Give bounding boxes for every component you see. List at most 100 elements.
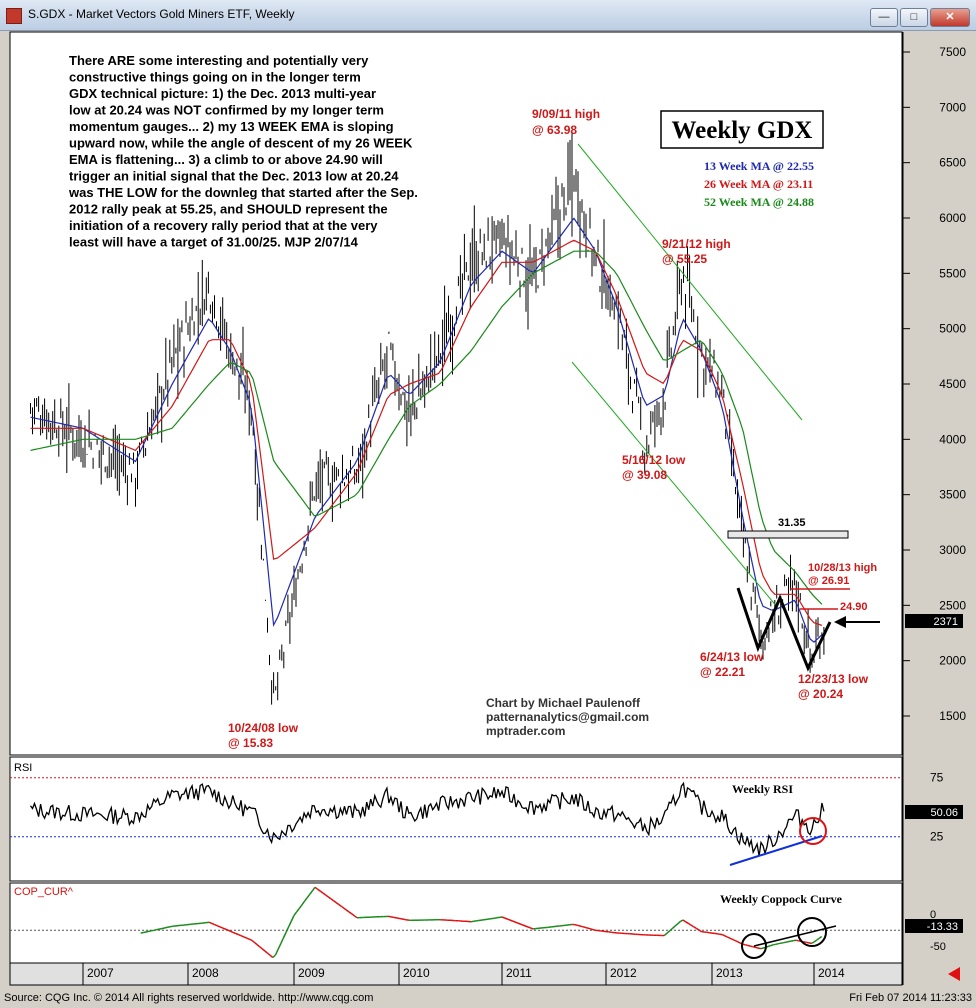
price-tick-label: 7000: [939, 100, 966, 114]
coppock-segment: [238, 933, 242, 937]
price-tick-label: 5500: [939, 266, 966, 280]
maximize-button[interactable]: □: [900, 8, 928, 27]
window-title: S.GDX - Market Vectors Gold Miners ETF, …: [28, 7, 295, 21]
price-tick-label: 1500: [939, 709, 966, 723]
coppock-segment: [288, 920, 293, 928]
coppock-segment: [388, 915, 392, 918]
coppock-segment: [585, 926, 588, 929]
current-price-marker: [905, 614, 963, 628]
coppock-segment: [330, 898, 334, 902]
coppock-segment: [303, 897, 308, 902]
commentary-line: EMA is flattening... 3) a climb to or ab…: [69, 152, 383, 167]
coppock-segment: [335, 901, 340, 906]
scroll-left-arrow[interactable]: [948, 967, 960, 981]
coppock-segment: [582, 925, 586, 929]
weekly-gdx-title: Weekly GDX: [672, 117, 813, 144]
coppock-segment: [750, 945, 753, 948]
coppock-segment: [501, 916, 505, 919]
commentary-line: momentum gauges... 2) my 13 WEEK EMA is …: [69, 119, 394, 134]
coppock-segment: [311, 886, 316, 892]
coppock-segment: [803, 941, 807, 944]
coppock-segment: [148, 930, 152, 933]
coppock-segment: [256, 943, 261, 948]
coppock-segment: [669, 928, 673, 932]
annotation-2-line1: 5/16/12 low: [622, 453, 686, 467]
coppock-segment: [393, 916, 397, 919]
commentary-line: upward now, while the angle of descent o…: [69, 136, 413, 151]
coppock-segment: [808, 942, 812, 945]
coppock-segment: [261, 948, 266, 952]
coppock-segment: [290, 915, 295, 922]
year-label: 2011: [506, 966, 532, 980]
footer-source: Source: CQG Inc. © 2014 All rights reser…: [4, 992, 374, 1004]
coppock-segment: [512, 920, 516, 923]
coppock-segment: [156, 928, 160, 931]
coppock-value: -13.33: [927, 921, 958, 933]
coppock-segment: [214, 923, 218, 927]
coppock-segment: [293, 911, 298, 916]
coppock-segment: [734, 939, 738, 943]
year-label: 2008: [192, 966, 219, 980]
channel-lower-line: [571, 361, 779, 609]
coppock-segment: [811, 941, 815, 945]
price-tick-label: 7500: [939, 45, 966, 59]
coppock-segment: [721, 933, 726, 937]
rsi-value: 50.06: [930, 807, 958, 819]
coppock-segment: [522, 924, 526, 927]
price-tick-label: 4000: [939, 432, 966, 446]
commentary-line: low at 20.24 was NOT confirmed by my lon…: [69, 103, 384, 118]
coppock-segment: [353, 915, 358, 919]
coppock-segment: [806, 941, 810, 944]
coppock-segment: [818, 935, 823, 939]
coppock-segment: [663, 932, 668, 937]
ma26-label: 26 Week MA @ 23.11: [704, 177, 813, 191]
coppock-segment: [726, 936, 731, 939]
coppock-segment: [153, 928, 157, 932]
coppock-segment: [298, 904, 303, 909]
rsi-tick-label: 25: [930, 830, 944, 844]
moving-average-line: [30, 217, 823, 643]
annotation-6-line2: @ 15.83: [228, 736, 273, 750]
credit-email: patternanalytics@gmail.com: [486, 710, 649, 724]
weekly-gdx-title-box: [660, 110, 824, 149]
coppock-segment: [327, 896, 332, 900]
coppock-segment: [674, 923, 679, 927]
year-label: 2012: [610, 966, 637, 980]
annotation-3-line1: 10/28/13 high: [808, 562, 877, 574]
coppock-segment: [732, 938, 736, 942]
coppock-segment: [264, 950, 268, 954]
annotation-6-line1: 10/24/08 low: [228, 721, 299, 735]
rsi-line: [29, 781, 825, 857]
commentary-text: There ARE some interesting and potential…: [68, 53, 418, 250]
coppock-panel-title: Weekly Coppock Curve: [720, 892, 843, 906]
close-button[interactable]: ✕: [930, 8, 970, 27]
coppock-segment: [317, 888, 321, 892]
coppock-segment: [695, 927, 700, 931]
coppock-segment: [577, 924, 581, 927]
coppock-segment: [253, 941, 258, 946]
coppock-segment: [590, 928, 594, 931]
commentary-line: GDX technical picture: 1) the Dec. 2013 …: [69, 86, 376, 101]
annotation-0-line1: 9/09/11 high: [532, 107, 600, 121]
coppock-segment: [396, 917, 400, 920]
coppock-segment: [267, 952, 271, 956]
coppock-panel-label: COP_CUR^: [14, 886, 74, 898]
coppock-segment: [259, 946, 263, 950]
double-bottom-w-pattern: [736, 587, 832, 672]
year-label: 2009: [298, 966, 325, 980]
annotation-5-line2: @ 20.24: [798, 687, 843, 701]
annotation-5-line1: 12/23/13 low: [798, 672, 869, 686]
coppock-segment: [525, 925, 529, 928]
commentary-line: was THE LOW for the downleg that started…: [68, 185, 418, 200]
rsi-panel-label: RSI: [14, 762, 32, 774]
coppock-segment: [506, 918, 511, 921]
coppock-segment: [737, 941, 741, 944]
coppock-segment: [693, 925, 697, 929]
coppock-segment: [788, 940, 792, 943]
coppock-segment: [248, 938, 252, 941]
annotation-1-line2: @ 55.25: [662, 252, 707, 266]
coppock-segment: [164, 926, 168, 929]
coppock-circle-left: [741, 933, 767, 959]
minimize-button[interactable]: —: [870, 8, 898, 27]
coppock-segment: [687, 922, 692, 926]
